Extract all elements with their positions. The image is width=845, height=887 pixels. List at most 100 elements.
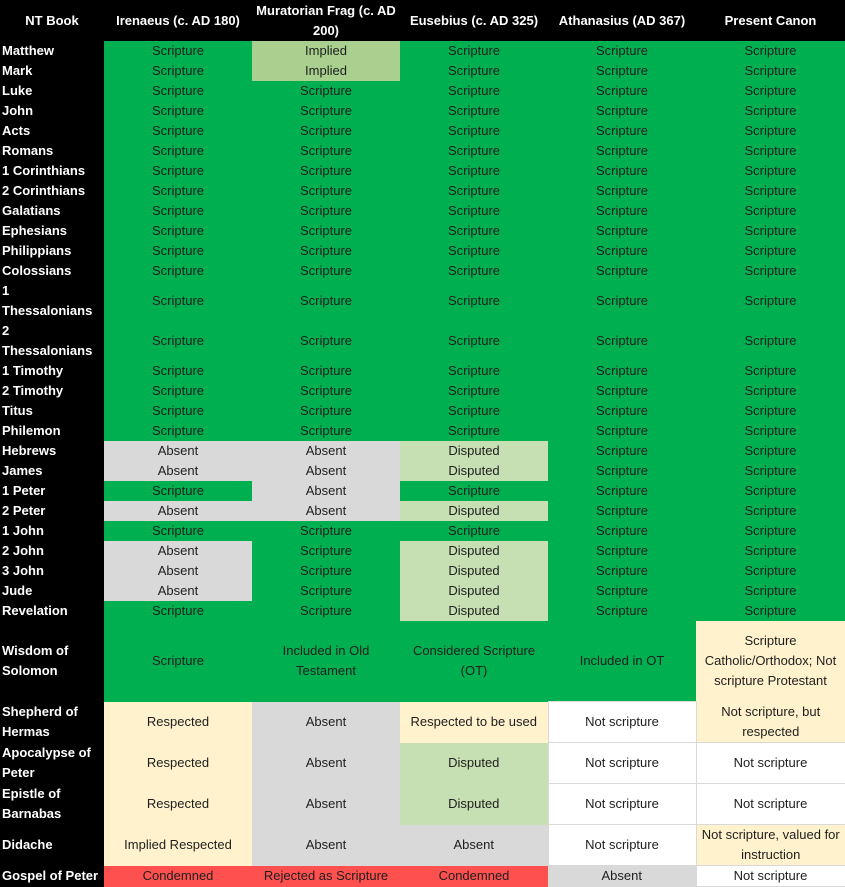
table-row: Philemon Scripture Scripture Scripture Scrip…	[0, 421, 845, 441]
book-name: 1 Timothy	[0, 361, 104, 381]
cell-irenaeus: Absent	[104, 441, 252, 461]
book-name: Matthew	[0, 41, 104, 61]
cell-athanasius: Not scripture	[547, 824, 697, 866]
cell-irenaeus: Absent	[104, 501, 252, 521]
table-row: Philippians Scripture Scripture Scripture Sc…	[0, 241, 845, 261]
cell-muratorian: Scripture	[252, 281, 400, 321]
cell-muratorian: Scripture	[252, 161, 400, 181]
cell-muratorian: Scripture	[252, 141, 400, 161]
table-row: Titus Scripture Scripture Scripture Scriptur…	[0, 401, 845, 421]
book-name: John	[0, 101, 104, 121]
cell-muratorian: Implied	[252, 41, 400, 61]
cell-muratorian: Absent	[252, 501, 400, 521]
cell-eusebius: Scripture	[400, 281, 548, 321]
cell-irenaeus: Scripture	[104, 161, 252, 181]
cell-irenaeus: Scripture	[104, 521, 252, 541]
cell-irenaeus: Respected	[104, 783, 252, 825]
cell-irenaeus: Scripture	[104, 281, 252, 321]
cell-athanasius: Scripture	[548, 441, 696, 461]
cell-muratorian: Scripture	[252, 421, 400, 441]
cell-muratorian: Rejected as Scripture	[252, 865, 400, 887]
cell-present-canon: Scripture	[696, 41, 845, 61]
table-row: Acts Scripture Scripture Scripture Scripture…	[0, 121, 845, 141]
book-name: 2 John	[0, 541, 104, 561]
cell-irenaeus: Scripture	[104, 421, 252, 441]
header-present-canon: Present Canon	[696, 0, 845, 41]
cell-athanasius: Scripture	[548, 161, 696, 181]
book-name: Philemon	[0, 421, 104, 441]
cell-muratorian: Scripture	[252, 321, 400, 361]
cell-athanasius: Scripture	[548, 261, 696, 281]
table-row: 1 Peter Scripture Absent Scripture Scripture…	[0, 481, 845, 501]
cell-irenaeus: Respected	[104, 701, 252, 743]
cell-eusebius: Scripture	[400, 321, 548, 361]
cell-athanasius: Scripture	[548, 81, 696, 101]
cell-irenaeus: Scripture	[104, 381, 252, 401]
cell-athanasius: Scripture	[548, 581, 696, 601]
cell-eusebius: Disputed	[400, 581, 548, 601]
cell-eusebius: Scripture	[400, 521, 548, 541]
cell-muratorian: Scripture	[252, 81, 400, 101]
book-name: Apocalypse of Peter	[0, 742, 104, 784]
cell-irenaeus: Respected	[104, 742, 252, 784]
cell-athanasius: Absent	[548, 865, 696, 887]
cell-irenaeus: Scripture	[104, 81, 252, 101]
cell-irenaeus: Condemned	[104, 865, 252, 887]
cell-muratorian: Scripture	[252, 601, 400, 621]
cell-athanasius: Not scripture	[547, 701, 697, 743]
book-name: 3 John	[0, 561, 104, 581]
cell-athanasius: Scripture	[548, 381, 696, 401]
cell-eusebius: Scripture	[400, 481, 548, 501]
cell-muratorian: Scripture	[252, 401, 400, 421]
cell-athanasius: Scripture	[548, 181, 696, 201]
header-athanasius: Athanasius (AD 367)	[548, 0, 696, 41]
header-muratorian: Muratorian Frag (c. AD 200)	[252, 0, 400, 41]
cell-irenaeus: Absent	[104, 541, 252, 561]
cell-muratorian: Absent	[252, 742, 400, 784]
cell-athanasius: Included in OT	[548, 621, 696, 702]
book-name: Epistle of Barnabas	[0, 783, 104, 825]
cell-irenaeus: Scripture	[104, 201, 252, 221]
cell-present-canon: Not scripture, valued for instruction	[696, 824, 845, 866]
cell-irenaeus: Scripture	[104, 101, 252, 121]
cell-present-canon: Not scripture	[695, 865, 845, 887]
cell-present-canon: Scripture	[696, 581, 845, 601]
cell-athanasius: Scripture	[548, 501, 696, 521]
header-row: NT Book Irenaeus (c. AD 180) Muratorian …	[0, 0, 845, 41]
cell-athanasius: Scripture	[548, 141, 696, 161]
cell-eusebius: Disputed	[400, 561, 548, 581]
cell-athanasius: Scripture	[548, 401, 696, 421]
cell-present-canon: Scripture Catholic/Orthodox; Not scriptu…	[696, 621, 845, 702]
book-name: Galatians	[0, 201, 104, 221]
table-row: Mark Scripture Implied Scripture Scripture Sc…	[0, 61, 845, 81]
table-row: 1 Corinthians Scripture Scripture Scripture…	[0, 161, 845, 181]
cell-irenaeus: Scripture	[104, 121, 252, 141]
cell-present-canon: Scripture	[696, 281, 845, 321]
book-name: Shepherd of Hermas	[0, 701, 104, 743]
cell-eusebius: Scripture	[400, 421, 548, 441]
cell-irenaeus: Scripture	[104, 261, 252, 281]
cell-eusebius: Scripture	[400, 41, 548, 61]
cell-present-canon: Scripture	[696, 121, 845, 141]
cell-athanasius: Scripture	[548, 601, 696, 621]
cell-present-canon: Scripture	[696, 381, 845, 401]
cell-present-canon: Scripture	[696, 441, 845, 461]
cell-muratorian: Scripture	[252, 521, 400, 541]
table-body: Matthew Scripture Implied Scripture Scriptur…	[0, 41, 845, 887]
table-row: 2 Peter Absent Absent Disputed Scripture Scri…	[0, 501, 845, 521]
cell-irenaeus: Implied Respected	[104, 824, 252, 866]
cell-present-canon: Not scripture	[695, 783, 845, 825]
cell-muratorian: Scripture	[252, 241, 400, 261]
cell-irenaeus: Absent	[104, 581, 252, 601]
cell-present-canon: Scripture	[696, 221, 845, 241]
book-name: Ephesians	[0, 221, 104, 241]
cell-eusebius: Considered Scripture (OT)	[400, 621, 548, 702]
cell-present-canon: Scripture	[696, 201, 845, 221]
table-row: 3 John Absent Scripture Disputed Scripture Sc…	[0, 561, 845, 581]
table-row: 1 Thessalonians Scripture Scripture Scriptu…	[0, 281, 845, 321]
cell-athanasius: Scripture	[548, 201, 696, 221]
book-name: Wisdom of Solomon	[0, 621, 104, 702]
cell-eusebius: Scripture	[400, 121, 548, 141]
cell-present-canon: Scripture	[696, 81, 845, 101]
